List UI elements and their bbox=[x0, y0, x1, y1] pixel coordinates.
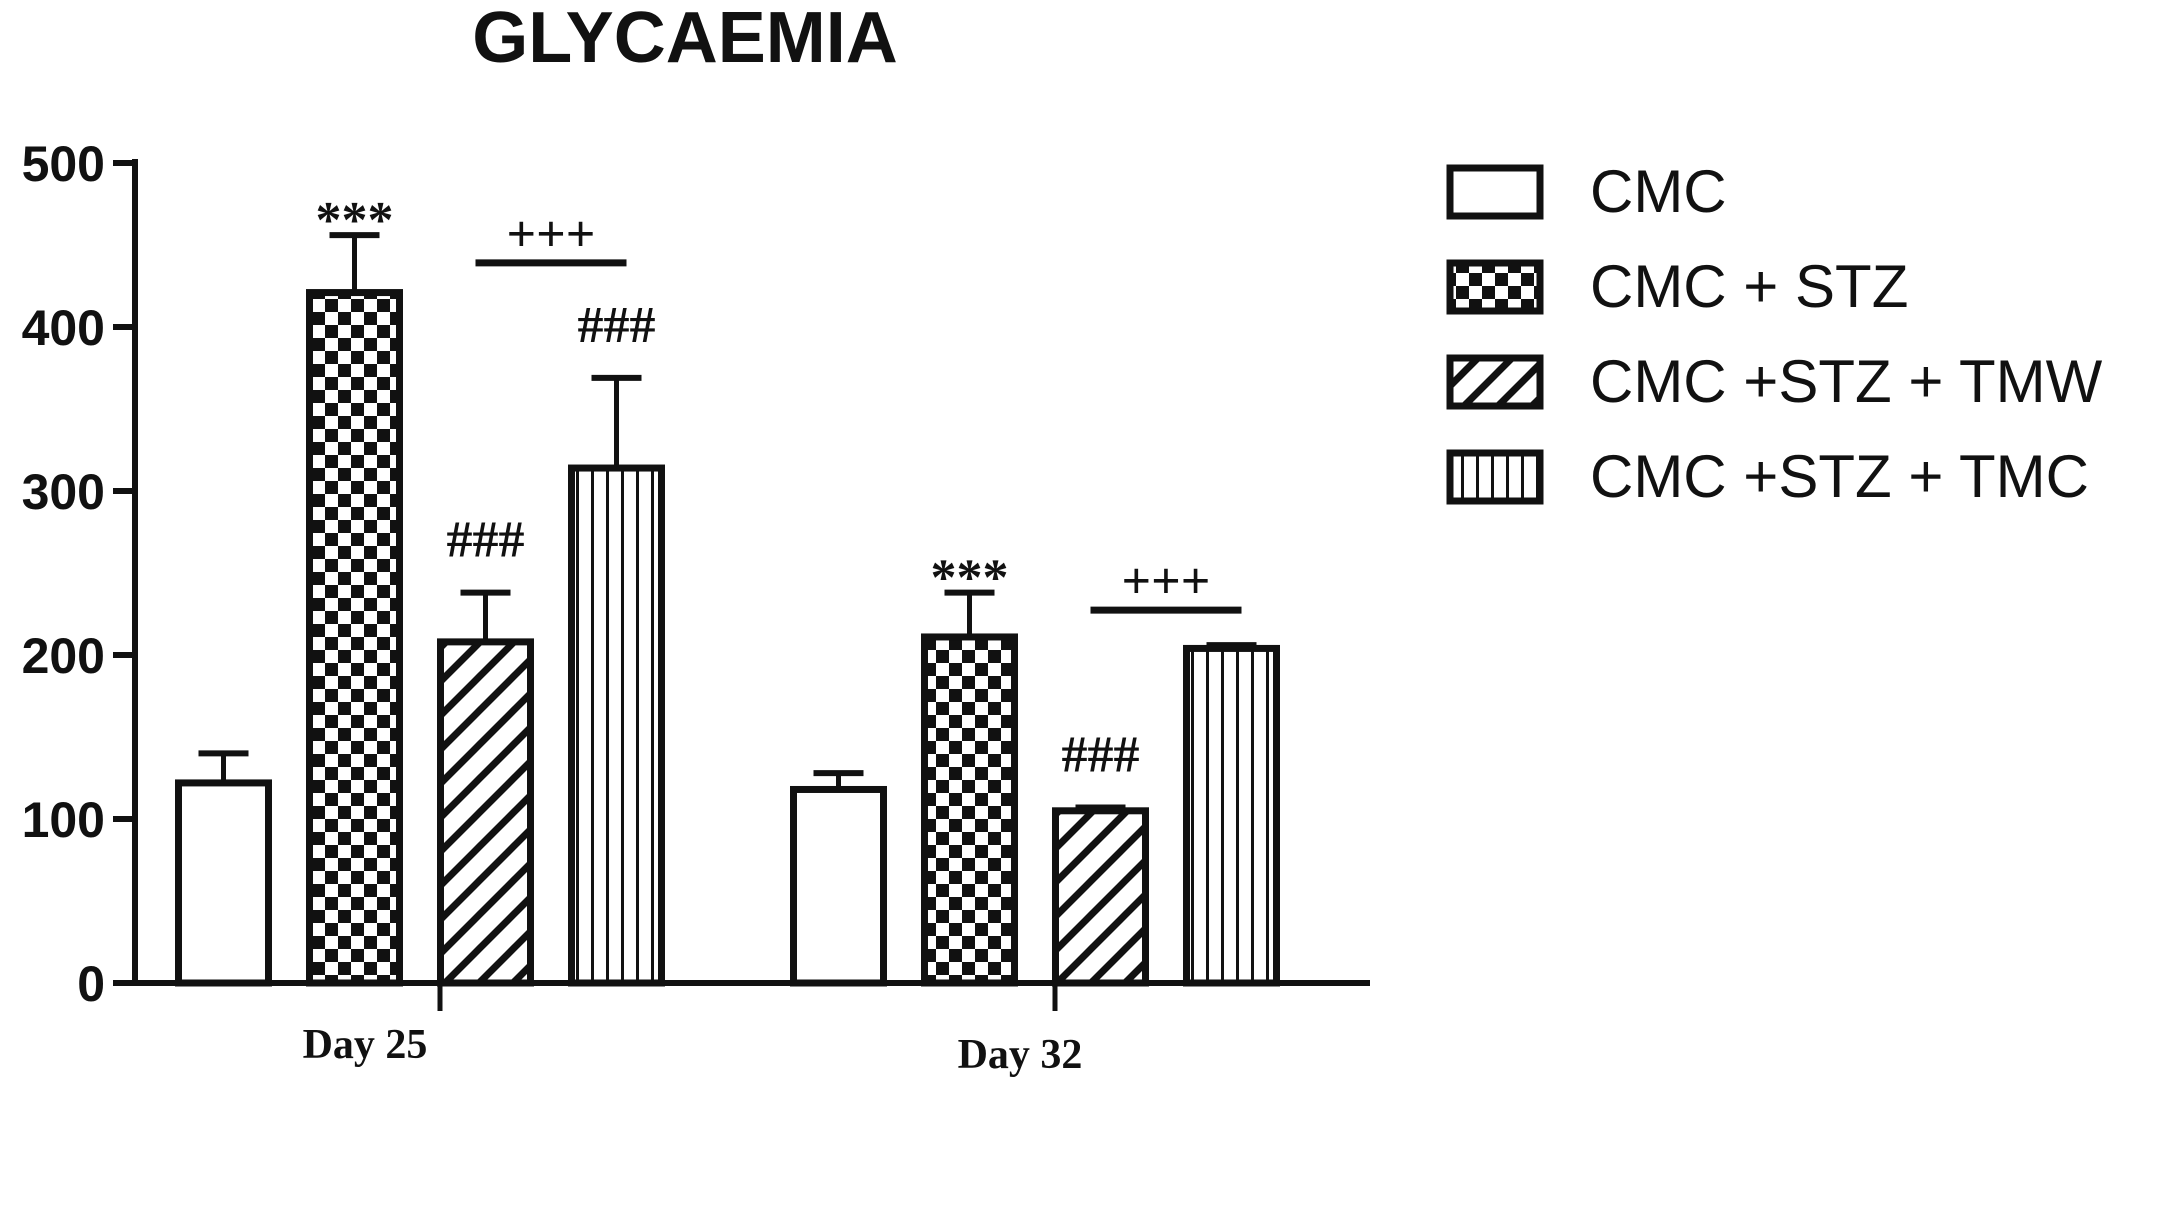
x-tick-label: Day 32 bbox=[958, 1032, 1083, 1078]
significance-label: ### bbox=[578, 297, 656, 354]
legend-swatch bbox=[1446, 449, 1544, 505]
y-tick-label: 0 bbox=[77, 956, 105, 1012]
comparison-label: +++ bbox=[1122, 553, 1211, 610]
axes: 0 100 200 300 400 500 Day 25 Day 32 bbox=[22, 136, 1370, 1078]
x-tick-label: Day 25 bbox=[303, 1022, 428, 1068]
bar bbox=[1052, 807, 1149, 987]
chart-title: GLYCAEMIA bbox=[472, 0, 897, 78]
legend-swatch bbox=[1446, 259, 1544, 315]
legend-label: CMC +STZ + TMW bbox=[1590, 348, 2103, 415]
y-tick-label: 500 bbox=[22, 136, 105, 192]
annotations-layer: *** ### ### +++ *** ### +++ bbox=[316, 192, 1242, 784]
bar bbox=[568, 464, 665, 987]
y-tick-label: 300 bbox=[22, 464, 105, 520]
y-tick-label: 200 bbox=[22, 628, 105, 684]
bar bbox=[306, 289, 403, 987]
legend-label: CMC bbox=[1590, 158, 1727, 225]
legend-swatch bbox=[1446, 354, 1544, 410]
bar bbox=[790, 785, 887, 987]
bars-layer bbox=[175, 232, 1280, 987]
legend-swatch bbox=[1446, 164, 1544, 220]
legend-label: CMC +STZ + TMC bbox=[1590, 443, 2089, 510]
y-tick-label: 400 bbox=[22, 300, 105, 356]
legend-label: CMC + STZ bbox=[1590, 253, 1908, 320]
legend: CMC CMC + STZ CMC +STZ + TMW CMC +STZ + TMC bbox=[1446, 158, 2103, 510]
y-tick-label: 100 bbox=[22, 792, 105, 848]
significance-label: ### bbox=[447, 512, 525, 569]
bar bbox=[1183, 644, 1280, 987]
significance-label: ### bbox=[1062, 727, 1140, 784]
bar bbox=[921, 633, 1018, 987]
comparison-label: +++ bbox=[507, 206, 596, 263]
significance-label: *** bbox=[316, 192, 394, 249]
bar bbox=[175, 779, 272, 987]
bar bbox=[437, 638, 534, 987]
significance-label: *** bbox=[931, 550, 1009, 607]
